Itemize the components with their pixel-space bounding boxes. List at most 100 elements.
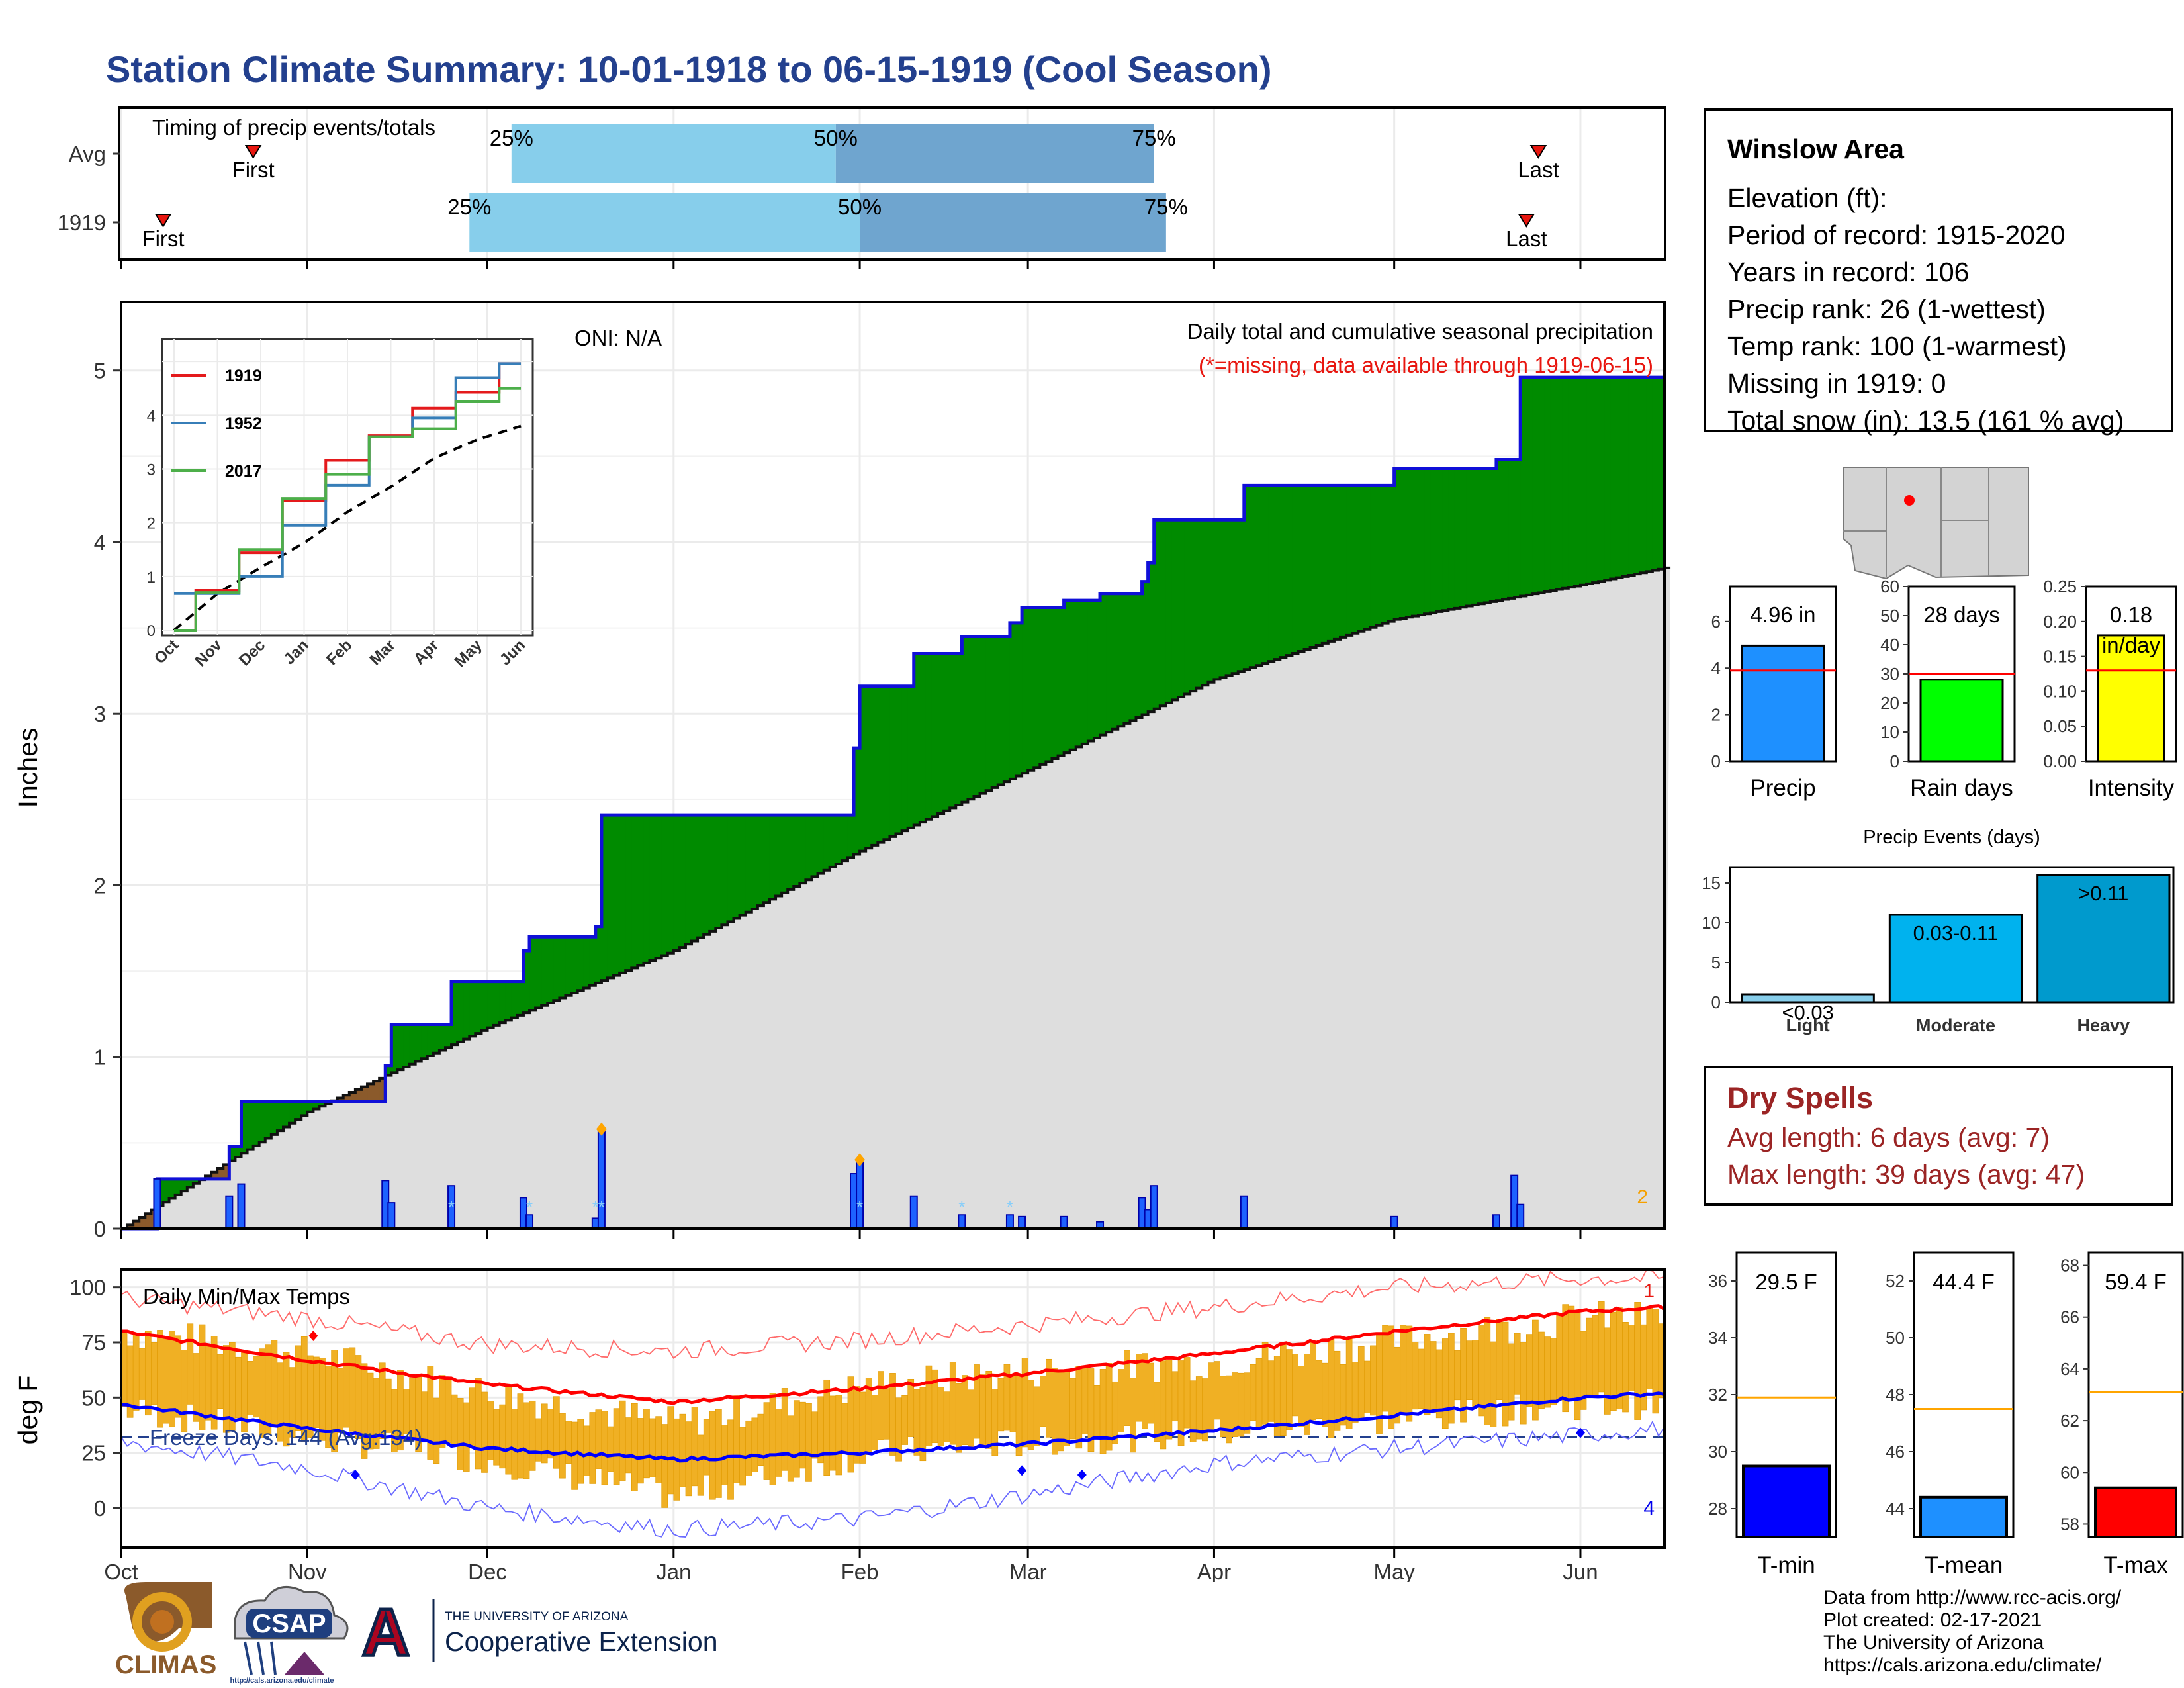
summary-value: 0.18 — [2110, 602, 2152, 627]
daily-temp-bar — [925, 1365, 933, 1446]
daily-temp-bar — [1261, 1342, 1269, 1425]
surplus-fill — [565, 937, 572, 996]
daily-temp-bar — [962, 1375, 968, 1446]
surplus-fill — [577, 937, 584, 991]
surplus-fill — [745, 815, 752, 912]
station-location-marker — [1904, 495, 1915, 506]
daily-temp-bar — [1586, 1317, 1593, 1397]
daily-temp-bar — [643, 1409, 650, 1479]
daily-temp-bar — [1646, 1306, 1653, 1390]
record-temp-marker — [1575, 1427, 1585, 1438]
surplus-fill — [433, 1024, 440, 1053]
surplus-fill — [1262, 485, 1269, 664]
surplus-fill — [295, 1102, 302, 1120]
station-info-line: Temp rank: 100 (1-warmest) — [1727, 331, 2067, 361]
daily-precip-bar — [387, 1202, 396, 1229]
daily-temp-bar — [1357, 1346, 1365, 1421]
surplus-fill — [769, 815, 776, 900]
surplus-fill — [709, 815, 716, 931]
inset-legend-label: 1952 — [225, 414, 262, 433]
daily-temp-bar — [1370, 1345, 1377, 1416]
daily-temp-bar — [787, 1415, 794, 1482]
daily-temp-bar — [781, 1388, 788, 1471]
summary-bar — [1741, 644, 1825, 763]
surplus-fill — [1418, 468, 1425, 615]
surplus-fill — [1093, 600, 1101, 739]
daily-temp-bar — [1472, 1340, 1479, 1407]
temp-summary-tick: 58 — [2060, 1514, 2079, 1534]
summary-value: 28 days — [1923, 602, 2000, 627]
surplus-fill — [1075, 600, 1083, 747]
events-bar — [1741, 993, 1875, 1004]
surplus-fill — [439, 1024, 446, 1051]
daily-temp-bar — [427, 1366, 434, 1460]
surplus-fill — [589, 937, 596, 986]
events-tick: 5 — [1711, 953, 1721, 972]
station-info-line: Years in record: 106 — [1727, 257, 1970, 287]
daily-temp-bar — [517, 1393, 524, 1479]
station-info-box: Winslow Area Elevation (ft): Period of re… — [1704, 108, 2173, 436]
timing-bar-q25-q50 — [469, 193, 860, 252]
surplus-fill — [583, 937, 590, 988]
surplus-fill — [1556, 377, 1563, 590]
y-tick-label: 2 — [94, 873, 106, 898]
surplus-fill — [631, 815, 638, 968]
surplus-fill — [451, 981, 458, 1045]
daily-temp-bar — [559, 1413, 566, 1479]
daily-temp-bar — [1244, 1372, 1251, 1434]
surplus-fill — [571, 937, 578, 993]
timing-bar-q50-q75 — [860, 193, 1166, 252]
daily-temp-bar — [1279, 1344, 1287, 1436]
credit-line: Plot created: 02-17-2021 — [1823, 1609, 2042, 1631]
daily-temp-bar — [1508, 1343, 1515, 1421]
record-temp-marker — [1077, 1470, 1087, 1480]
surplus-fill — [1286, 485, 1293, 656]
surplus-fill — [817, 815, 825, 874]
daily-temp-bar — [493, 1409, 500, 1466]
deficit-fill — [145, 1213, 152, 1229]
daily-precip-bar — [1390, 1215, 1398, 1229]
surplus-fill — [463, 981, 470, 1039]
x-tick-label: Apr — [1197, 1560, 1231, 1582]
snow-marker: * — [1007, 1197, 1013, 1217]
surplus-fill — [1580, 377, 1587, 585]
daily-temp-bar — [1340, 1364, 1347, 1426]
temp-y-tick: 25 — [81, 1441, 106, 1466]
surplus-fill — [1304, 485, 1311, 649]
surplus-fill — [884, 686, 891, 840]
inset-x-tick: Jun — [496, 636, 529, 669]
surplus-fill — [1130, 593, 1137, 721]
surplus-fill — [1316, 485, 1323, 645]
surplus-fill — [895, 686, 903, 834]
surplus-fill — [1142, 581, 1149, 715]
temp-y-tick: 0 — [94, 1496, 106, 1521]
surplus-fill — [1382, 485, 1389, 624]
surplus-fill — [1490, 468, 1497, 602]
daily-temp-bar — [337, 1368, 344, 1433]
daily-temp-bar — [1430, 1341, 1437, 1413]
surplus-fill — [1520, 377, 1527, 596]
temp-summary-tick: 62 — [2060, 1411, 2079, 1430]
summary-tick: 0 — [1890, 751, 1899, 771]
surplus-fill — [1370, 485, 1377, 628]
surplus-fill — [241, 1102, 248, 1154]
climas-logo: CLIMAS — [115, 1582, 216, 1679]
surplus-fill — [985, 636, 993, 791]
record-temp-marker — [350, 1470, 360, 1480]
events-bar — [2036, 874, 2171, 1004]
y-tick-label: 0 — [94, 1217, 106, 1241]
surplus-fill — [1586, 377, 1593, 584]
daily-temp-bar — [1069, 1378, 1077, 1440]
inset-y-tick: 1 — [147, 569, 156, 586]
station-info-line: Period of record: 1915-2020 — [1727, 220, 2066, 250]
summary-tick: 50 — [1880, 606, 1899, 626]
surplus-fill — [535, 937, 542, 1008]
x-tick-label: Oct — [104, 1560, 138, 1582]
daily-temp-bar — [589, 1412, 596, 1484]
surplus-fill — [1628, 377, 1635, 575]
surplus-fill — [1040, 607, 1046, 765]
daily-temp-bar — [1532, 1319, 1539, 1421]
summary-tick: 4 — [1711, 658, 1721, 678]
surplus-fill — [1568, 377, 1575, 588]
temp-summary-tick: 64 — [2060, 1359, 2079, 1379]
